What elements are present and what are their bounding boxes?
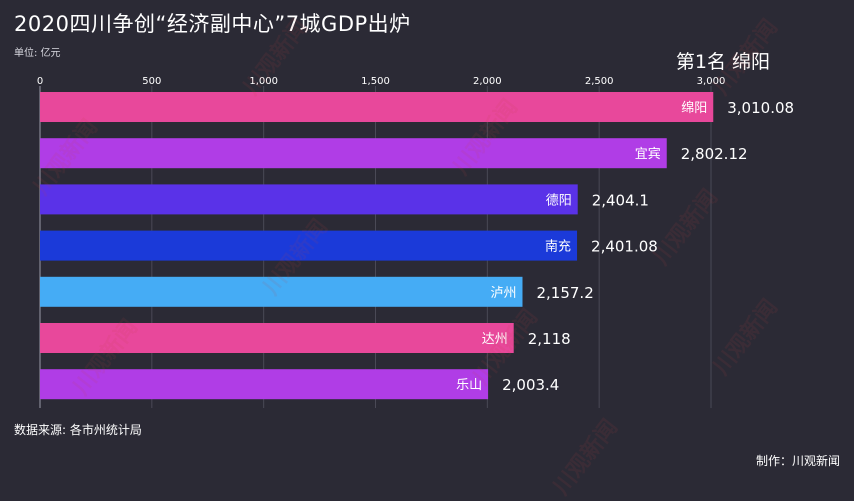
- bar-value-label: 2,401.08: [591, 238, 658, 256]
- bar-category-label: 泸州: [490, 286, 516, 301]
- bar-value-label: 2,003.4: [502, 376, 559, 394]
- bar-value-label: 2,404.1: [592, 191, 649, 209]
- bar: [40, 230, 578, 261]
- x-tick-label: 1,500: [361, 76, 390, 87]
- bar-value-label: 3,010.08: [727, 99, 794, 117]
- page-title: 2020四川争创“经济副中心”7城GDP出炉: [14, 12, 411, 36]
- x-tick-label: 1,000: [249, 76, 278, 87]
- bar-value-label: 2,118: [528, 330, 571, 348]
- x-tick-label: 2,000: [473, 76, 502, 87]
- bar: [40, 323, 514, 353]
- source-label: 数据来源: 各市州统计局: [14, 423, 142, 437]
- unit-label: 单位: 亿元: [14, 48, 61, 59]
- bar-category-label: 德阳: [546, 193, 572, 208]
- bar-category-label: 绵阳: [681, 101, 707, 116]
- credit-label: 制作：川观新闻: [755, 454, 840, 468]
- bar: [40, 138, 667, 169]
- bar: [40, 369, 489, 400]
- bar-category-label: 南充: [545, 239, 571, 255]
- bar: [40, 92, 714, 122]
- x-tick-label: 0: [37, 76, 43, 87]
- bar-value-label: 2,157.2: [536, 284, 593, 302]
- x-tick-label: 2,500: [585, 76, 614, 87]
- bar-category-label: 乐山: [456, 378, 482, 393]
- x-tick-label: 500: [142, 76, 161, 87]
- bar-value-label: 2,802.12: [681, 145, 748, 163]
- x-tick-label: 3,000: [697, 76, 726, 87]
- bar-chart: 0 500 1,000 1,500 2,000 2,500 3,000 绵阳 3,010.08 宜…: [37, 76, 794, 408]
- bar: [40, 276, 523, 307]
- rank-label: 第1名 绵阳: [675, 51, 770, 73]
- bar-category-label: 宜宾: [635, 146, 661, 162]
- bar-category-label: 达州: [482, 332, 508, 347]
- bar: [40, 184, 578, 215]
